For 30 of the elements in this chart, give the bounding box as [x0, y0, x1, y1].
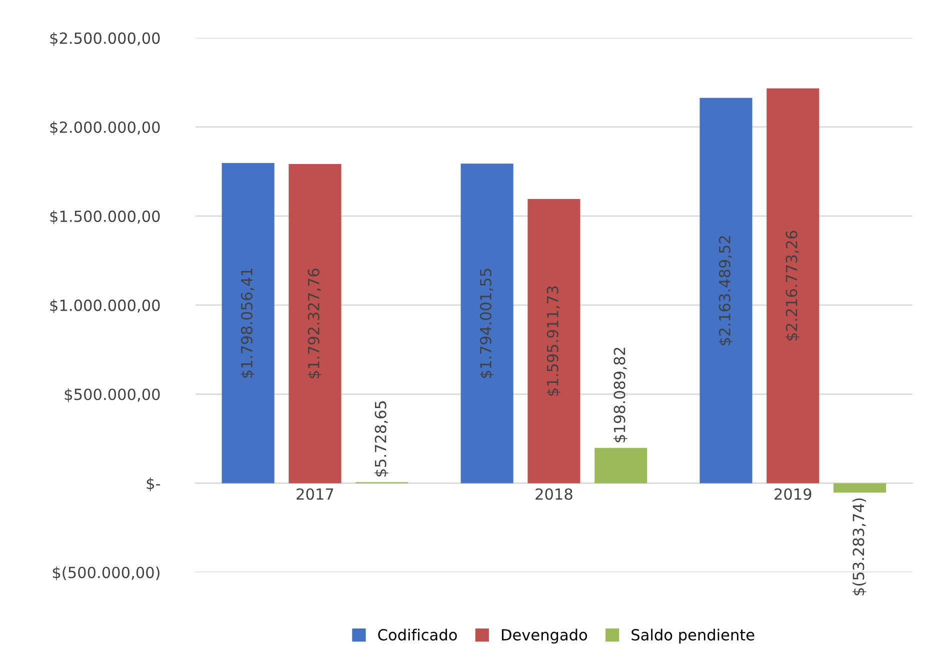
bar [766, 88, 820, 484]
y-tick-label: $500.000,00 [64, 388, 160, 402]
legend-label: Devengado [502, 628, 588, 644]
y-tick-label: $(500.000,00) [52, 566, 160, 580]
bar [460, 164, 514, 484]
x-tick-label: 2018 [536, 488, 572, 500]
data-label: $1.798.056,41 [240, 268, 255, 378]
bar [222, 162, 274, 484]
legend-label: Codificado [378, 628, 457, 641]
data-label: $(53.283,74) [852, 498, 866, 596]
bar [834, 483, 886, 493]
y-tick-label: $2.500.000,00 [50, 32, 160, 46]
bar [288, 164, 342, 484]
y-tick-label: $1.000.000,00 [50, 299, 160, 314]
y-tick-label: $2.000.000,00 [50, 121, 160, 136]
y-tick-label: $- [146, 477, 160, 492]
y-tick-label: $1.500.000,00 [50, 210, 160, 224]
legend-label: Saldo pendiente [632, 628, 754, 644]
data-label: $2.163.489,52 [718, 236, 732, 346]
data-label: $5.728,65 [374, 401, 388, 476]
bar [528, 198, 580, 484]
bar [594, 448, 648, 484]
x-tick-label: 2019 [774, 488, 812, 500]
data-label: $1.794.001,55 [480, 268, 494, 378]
x-tick-label: 2017 [296, 488, 334, 500]
data-label: $1.792.327,76 [308, 268, 322, 378]
data-label: $198.089,82 [613, 348, 628, 442]
bar [700, 98, 752, 484]
data-label: $2.216.773,26 [786, 230, 800, 340]
data-label: $1.595.911,73 [546, 286, 560, 396]
